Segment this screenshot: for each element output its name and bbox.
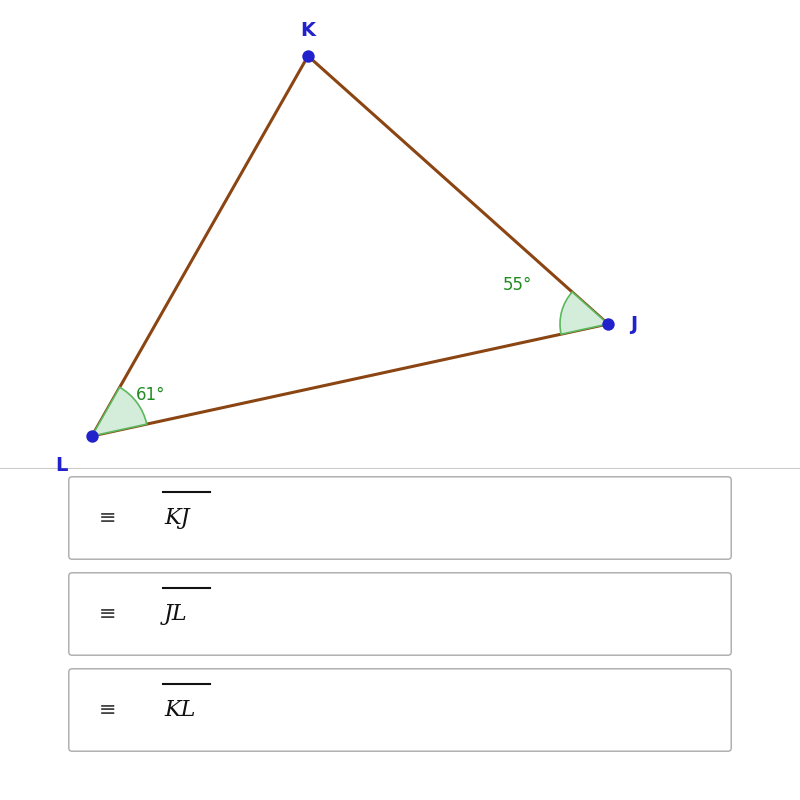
Text: ≡: ≡ [99,508,117,528]
Text: ≡: ≡ [99,700,117,720]
Text: L: L [56,456,68,475]
Text: J: J [630,314,638,334]
Text: K: K [301,21,315,40]
Wedge shape [92,387,146,436]
Text: KL: KL [164,699,195,721]
Wedge shape [560,292,608,334]
FancyBboxPatch shape [69,669,731,751]
Text: 61°: 61° [136,386,166,404]
Point [302,50,314,62]
Text: ≡: ≡ [99,604,117,624]
Text: KJ: KJ [164,507,190,529]
Point [86,430,98,442]
FancyBboxPatch shape [69,477,731,559]
Text: JL: JL [164,603,188,625]
Point [602,318,614,330]
Text: 55°: 55° [502,275,532,294]
FancyBboxPatch shape [69,573,731,655]
